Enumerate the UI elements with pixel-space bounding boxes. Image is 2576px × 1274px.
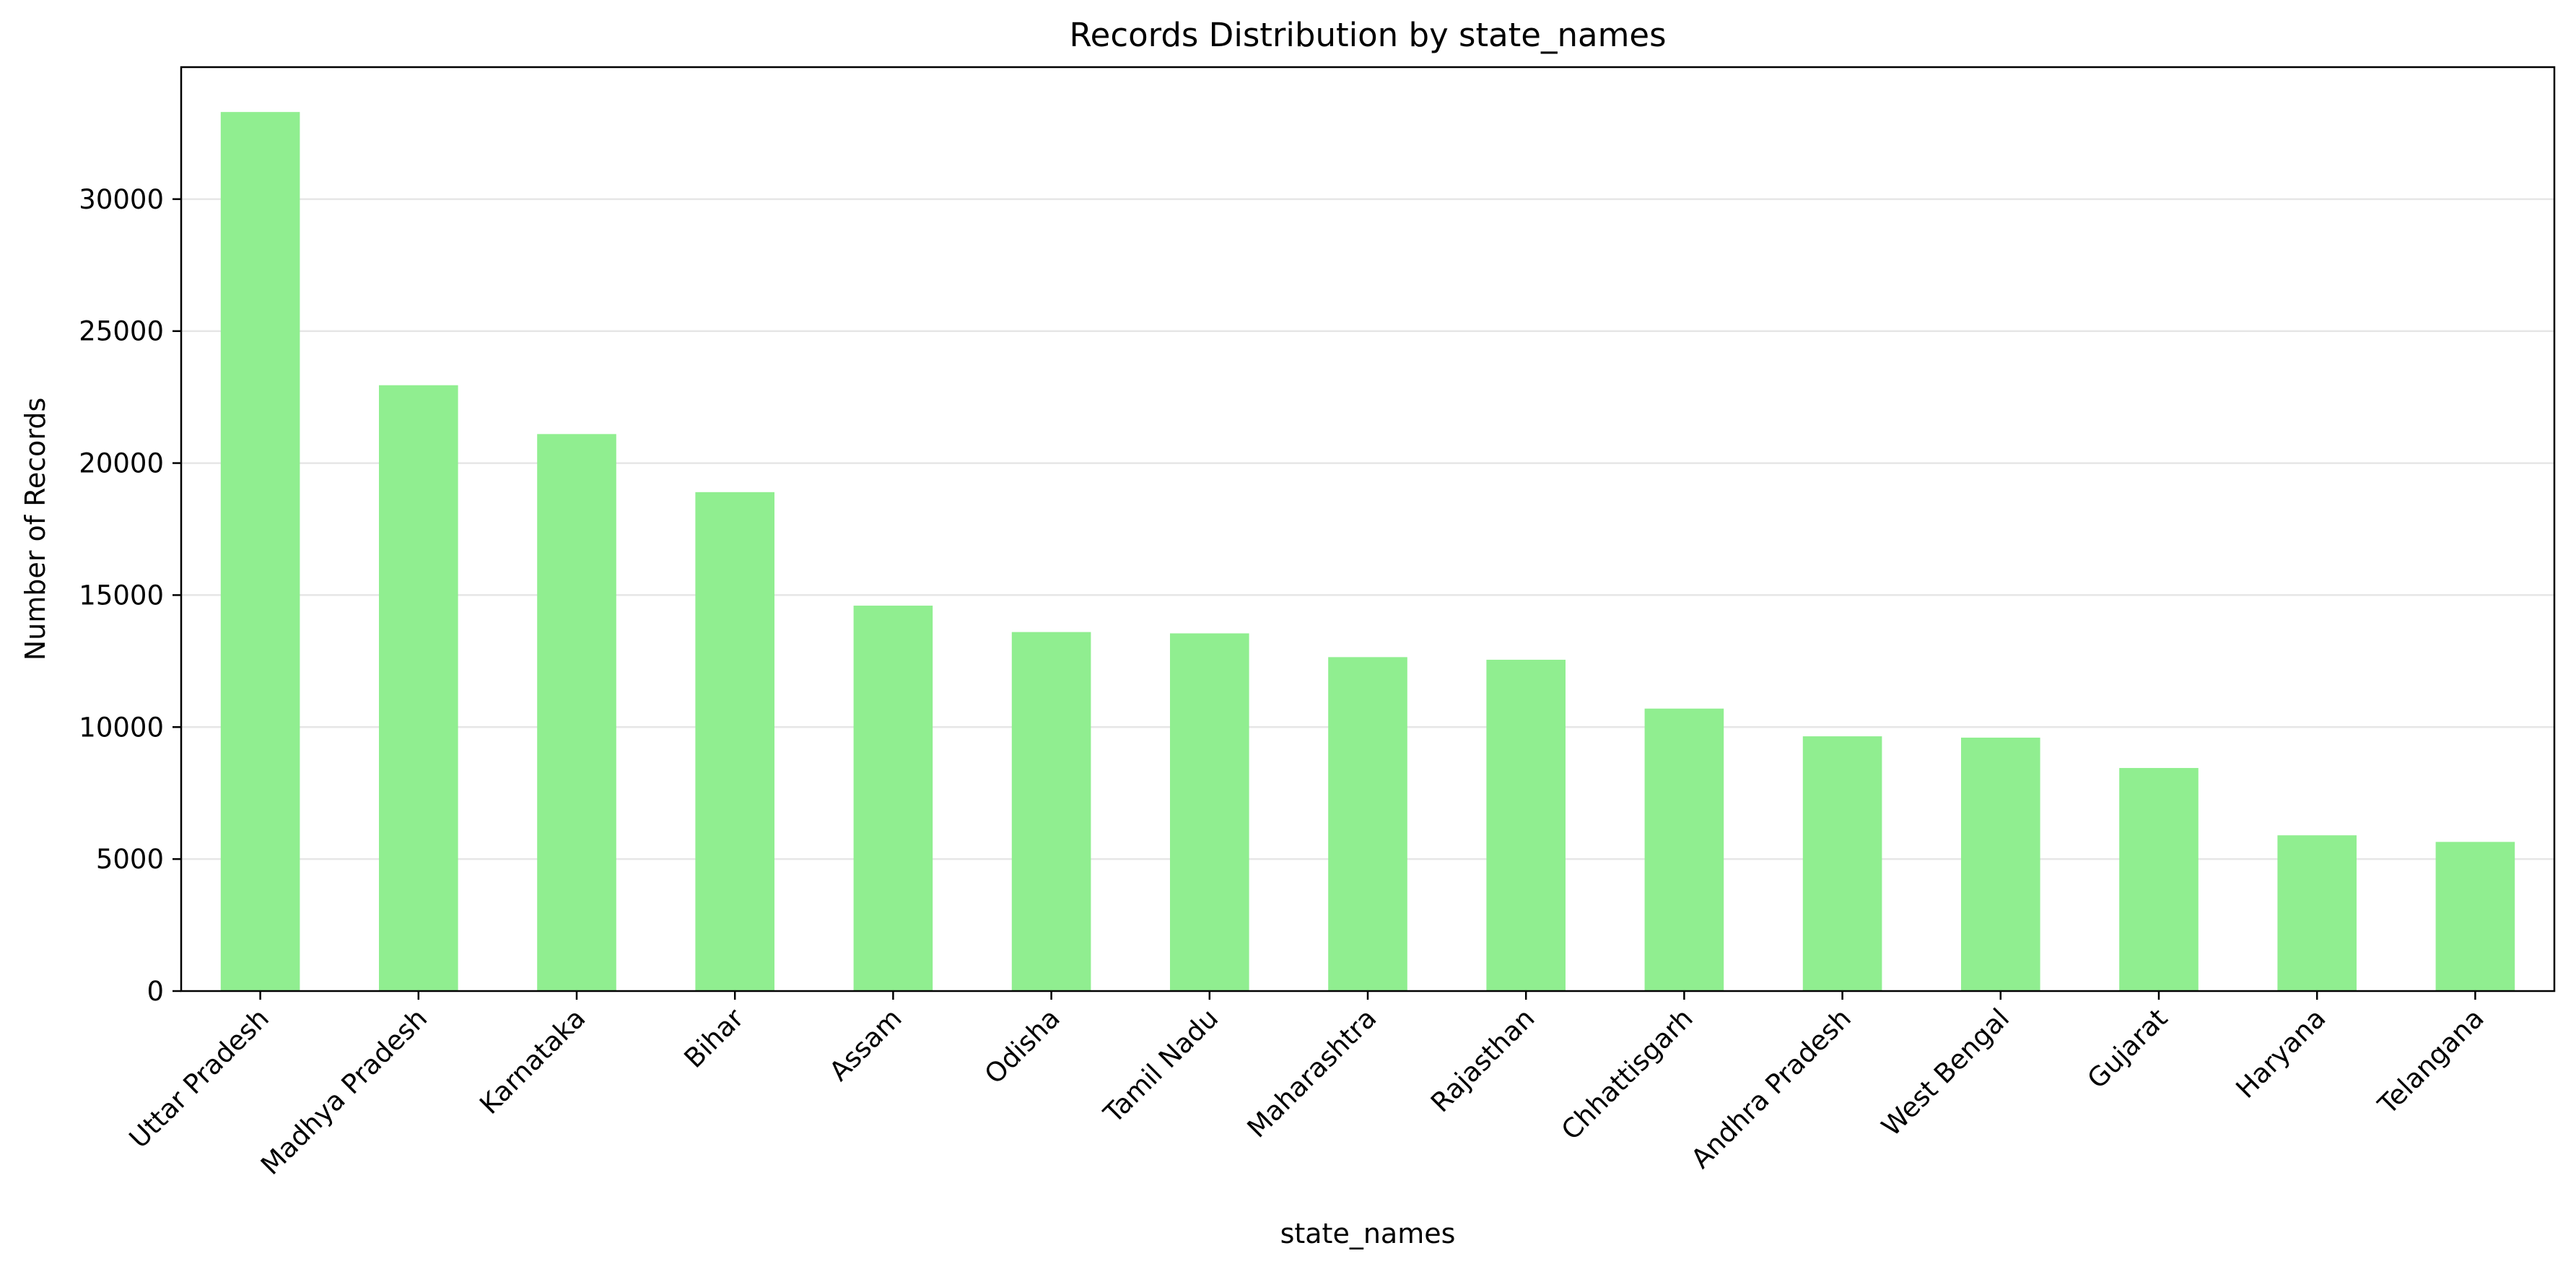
- y-tick-label: 20000: [79, 448, 164, 479]
- bar: [379, 385, 458, 991]
- x-tick-label: Bihar: [678, 1002, 751, 1074]
- y-tick-label: 10000: [79, 712, 164, 743]
- x-tick-label: Rajasthan: [1425, 1003, 1540, 1118]
- bar: [1486, 660, 1566, 991]
- bar: [1328, 657, 1407, 991]
- x-axis-label: state_names: [1280, 1218, 1456, 1249]
- x-tick-label: Gujarat: [2082, 1003, 2174, 1095]
- chart-title: Records Distribution by state_names: [1069, 16, 1666, 54]
- x-tick-label: Maharashtra: [1241, 1003, 1383, 1144]
- x-tick-label: Madhya Pradesh: [255, 1003, 433, 1181]
- y-tick-label: 30000: [79, 184, 164, 215]
- bar: [2119, 768, 2199, 991]
- bar: [1803, 736, 1882, 991]
- x-tick-label: Odisha: [979, 1003, 1066, 1090]
- y-axis-ticks: 0 5000 10000 15000 20000 25000 30000: [79, 184, 181, 1007]
- x-tick-label: Haryana: [2230, 1003, 2332, 1104]
- bar: [537, 434, 616, 991]
- bar: [2277, 835, 2357, 991]
- x-tick-label: Assam: [824, 1003, 908, 1087]
- bar: [1645, 709, 1724, 991]
- y-tick-label: 0: [147, 976, 164, 1007]
- bar: [854, 606, 933, 991]
- x-tick-label: Andhra Pradesh: [1685, 1003, 1857, 1174]
- x-tick-label: Telangana: [2372, 1003, 2490, 1121]
- bar: [1012, 632, 1091, 991]
- bar: [221, 112, 300, 991]
- bars: [221, 112, 2515, 991]
- y-tick-label: 15000: [79, 580, 164, 611]
- y-axis-label: Number of Records: [19, 398, 51, 661]
- x-tick-label: Chhattisgarh: [1555, 1003, 1699, 1146]
- bar: [2436, 842, 2515, 991]
- bar: [1170, 633, 1249, 991]
- x-tick-label: West Bengal: [1876, 1003, 2016, 1143]
- y-tick-label: 5000: [96, 844, 164, 875]
- x-tick-label: Tamil Nadu: [1097, 1003, 1224, 1130]
- y-tick-label: 25000: [79, 316, 164, 347]
- bar: [695, 492, 774, 991]
- x-tick-label: Uttar Pradesh: [123, 1003, 275, 1154]
- x-tick-label: Karnataka: [473, 1003, 591, 1120]
- bar: [1961, 738, 2040, 991]
